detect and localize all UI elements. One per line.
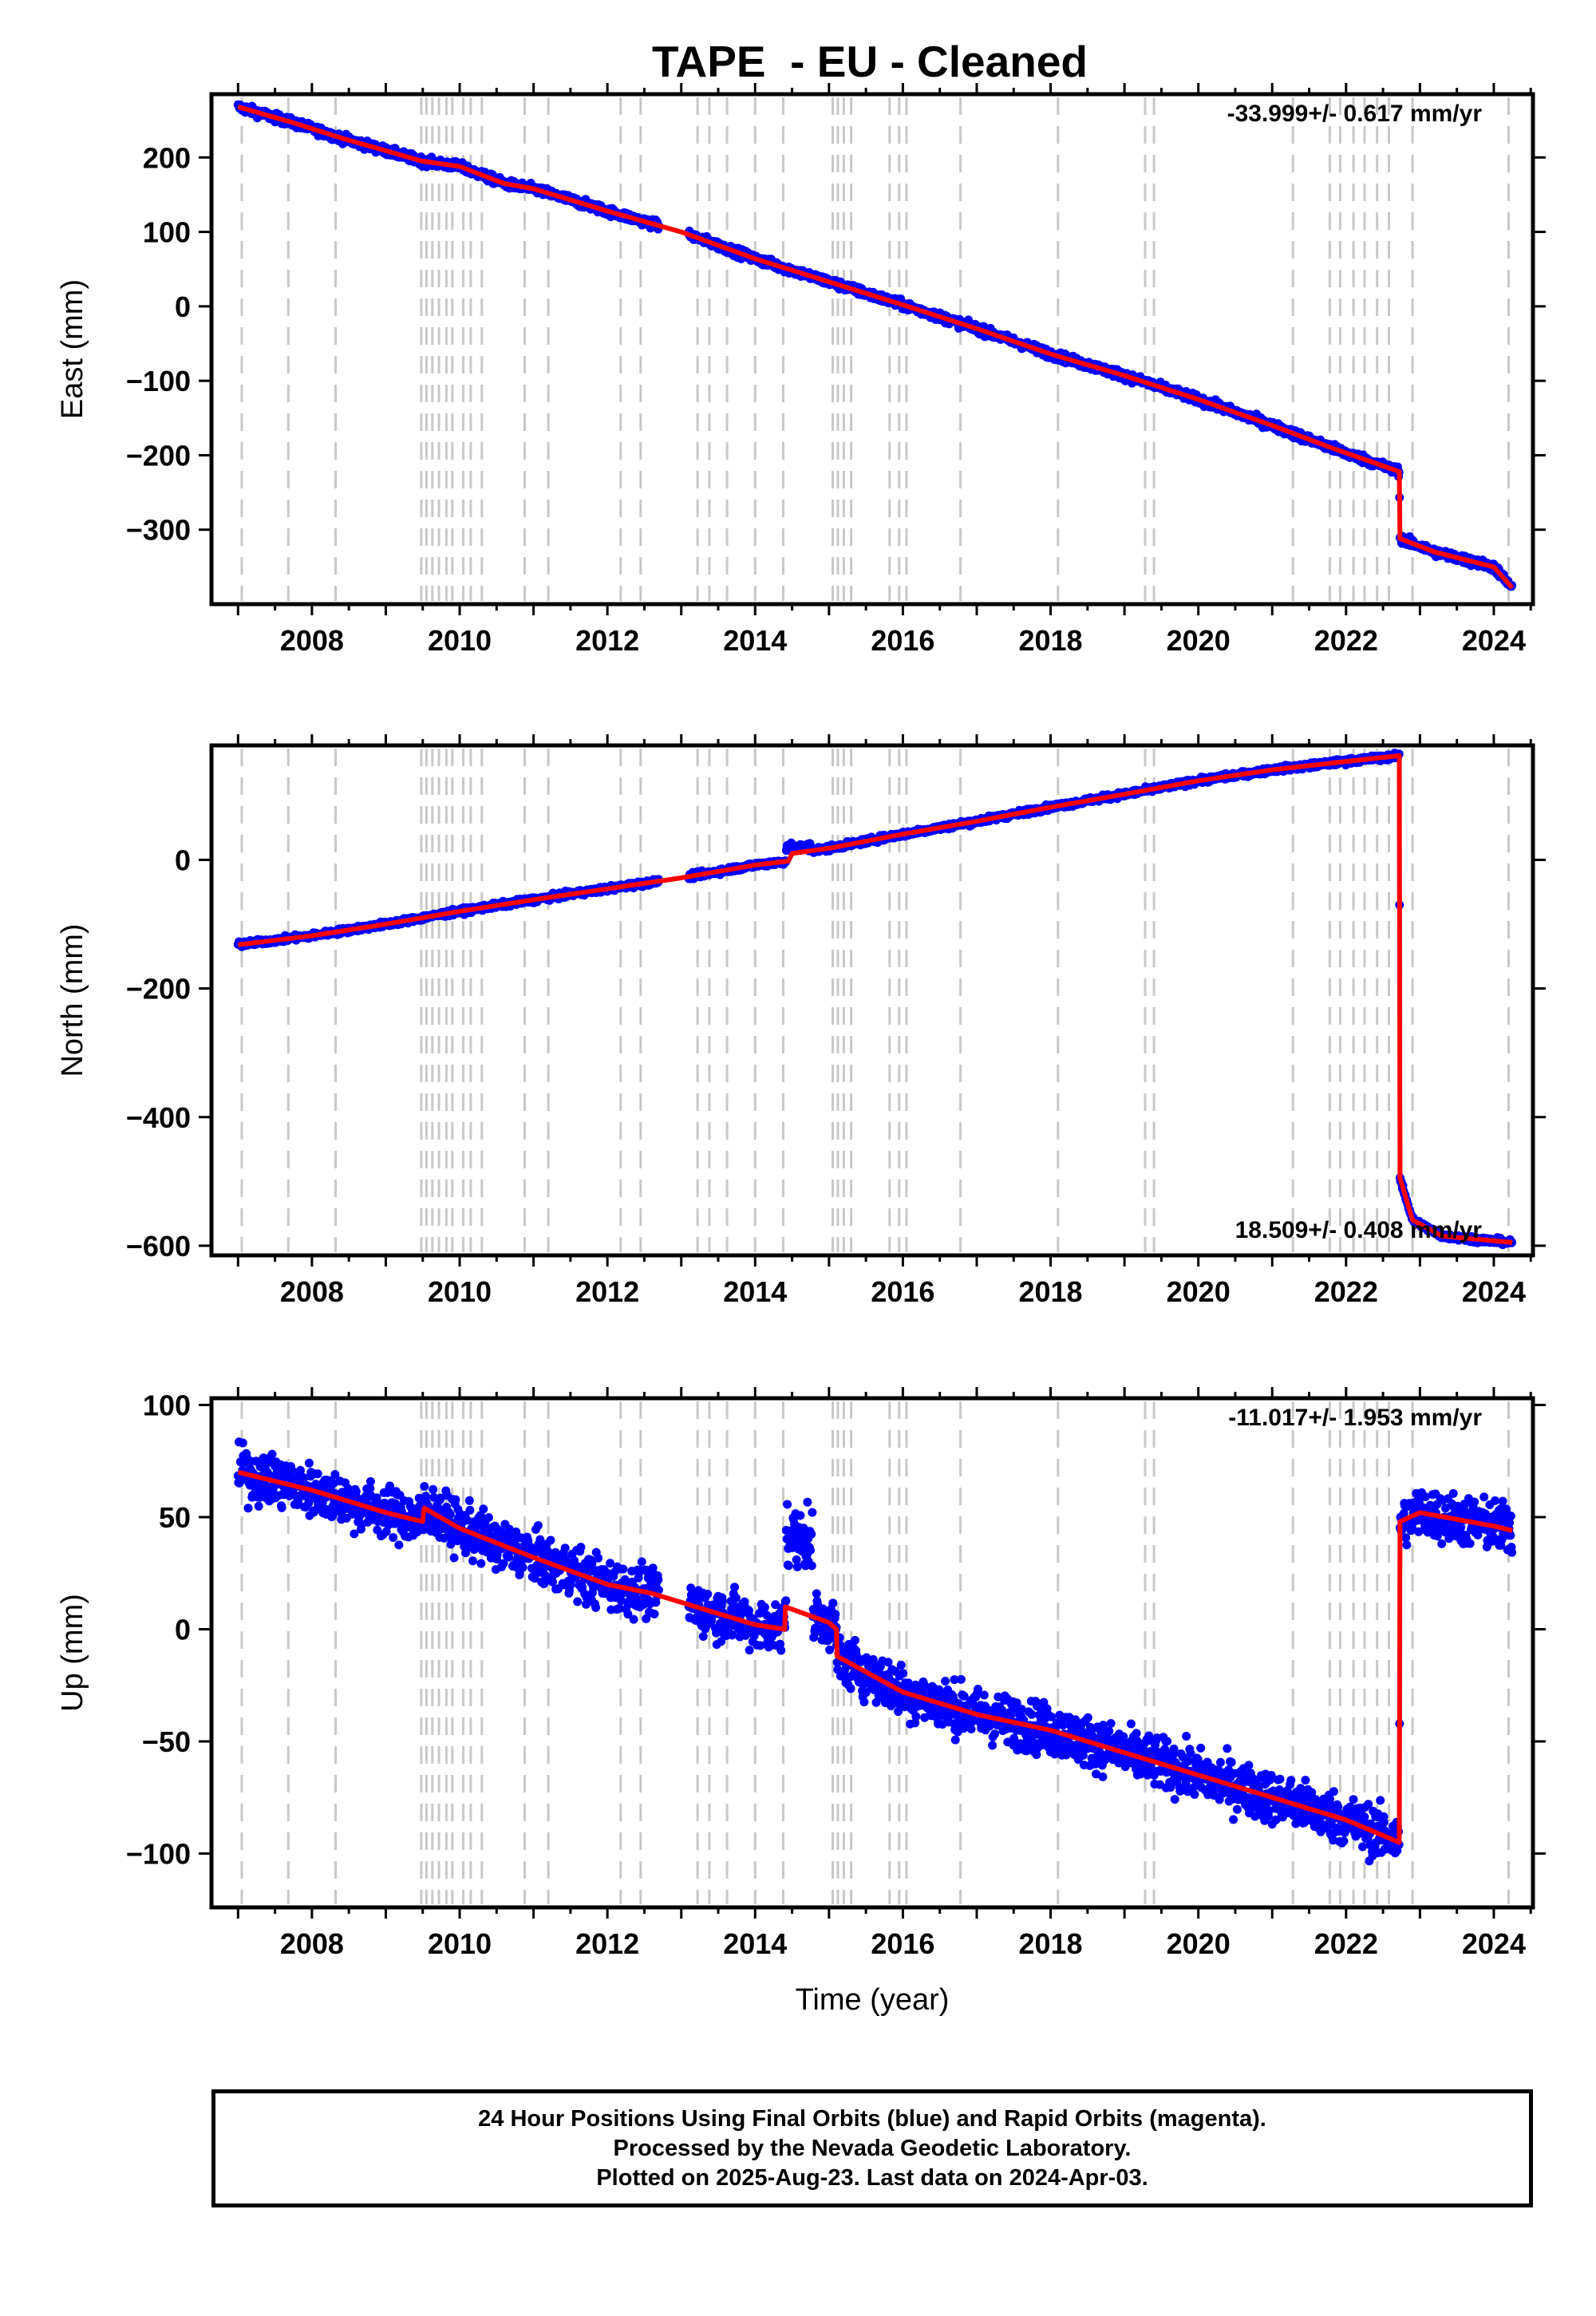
x-tick-label: 2022 [1314, 624, 1378, 657]
y-tick-label: −200 [126, 439, 191, 472]
figure-title: TAPE - EU - Cleaned [652, 37, 1088, 86]
y-tick-label: 200 [143, 141, 191, 174]
x-tick-label: 2008 [280, 624, 344, 657]
x-tick-label: 2016 [871, 624, 934, 657]
x-tick-label: 2012 [575, 624, 639, 657]
x-tick-label: 2010 [428, 624, 492, 657]
y-tick-label: 100 [143, 216, 191, 249]
east-data-points [233, 100, 1517, 591]
x-tick-label: 2024 [1462, 624, 1526, 657]
north-panel: 2008 2010 2012 2014 2016 2018 2020 2022 20240−20… [56, 734, 1546, 1308]
east-y-axis-label: East (mm) [56, 279, 89, 419]
x-tick-label: 2018 [1018, 624, 1082, 657]
east-plot-area [233, 97, 1517, 601]
east-rate-annotation: -33.999+/- 0.617 mm/yr [1227, 101, 1483, 127]
y-tick-label: 0 [175, 290, 191, 323]
y-tick-label: −300 [126, 514, 191, 547]
x-tick-label: 2014 [723, 624, 787, 657]
north-data-points [233, 749, 1517, 1250]
east-frame [209, 92, 1535, 607]
north-plot-area [233, 749, 1517, 1252]
y-tick-label: −100 [126, 365, 191, 397]
x-tick-label: 2020 [1167, 624, 1231, 657]
east-model-line [237, 105, 1515, 590]
east-panel: 2008 2010 2012 2014 2016 2018 2020 2022 2024 200 1… [56, 83, 1546, 657]
